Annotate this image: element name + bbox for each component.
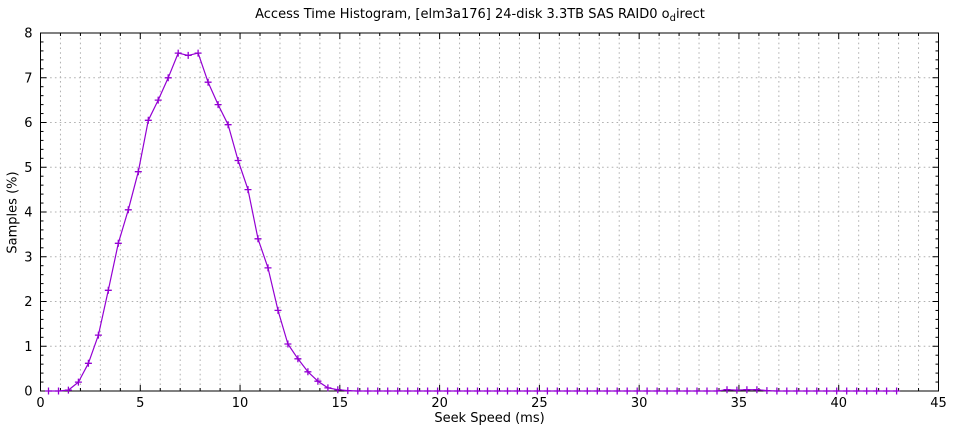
data-point-markers xyxy=(45,49,901,395)
x-tick-label: 10 xyxy=(232,396,249,411)
y-tick-label: 4 xyxy=(24,206,32,221)
y-tick-label: 8 xyxy=(24,27,32,42)
chart-title-text-end: irect xyxy=(675,7,705,22)
x-tick-label: 15 xyxy=(332,396,349,411)
y-tick-label: 7 xyxy=(24,71,32,86)
chart-title-subscript: d xyxy=(669,13,676,24)
x-tick-label: 35 xyxy=(731,396,748,411)
x-tick-label: 40 xyxy=(830,396,847,411)
x-tick-label: 5 xyxy=(136,396,144,411)
y-tick-label: 1 xyxy=(24,340,32,355)
x-tick-label: 0 xyxy=(36,396,44,411)
chart-title: Access Time Histogram, [elm3a176] 24-dis… xyxy=(0,7,960,24)
series-line xyxy=(48,52,897,392)
x-axis-label: Seek Speed (ms) xyxy=(434,411,545,426)
x-tick-label: 20 xyxy=(431,396,448,411)
y-tick-label: 5 xyxy=(24,161,32,176)
x-tick-label: 30 xyxy=(631,396,648,411)
y-tick-label: 3 xyxy=(24,250,32,265)
y-tick-label: 6 xyxy=(24,116,32,131)
y-tick-label: 0 xyxy=(24,385,32,400)
y-tick-label: 2 xyxy=(24,295,32,310)
chart-title-text: Access Time Histogram, [elm3a176] 24-dis… xyxy=(255,7,670,22)
x-tick-label: 25 xyxy=(531,396,548,411)
x-tick-label: 45 xyxy=(930,396,947,411)
